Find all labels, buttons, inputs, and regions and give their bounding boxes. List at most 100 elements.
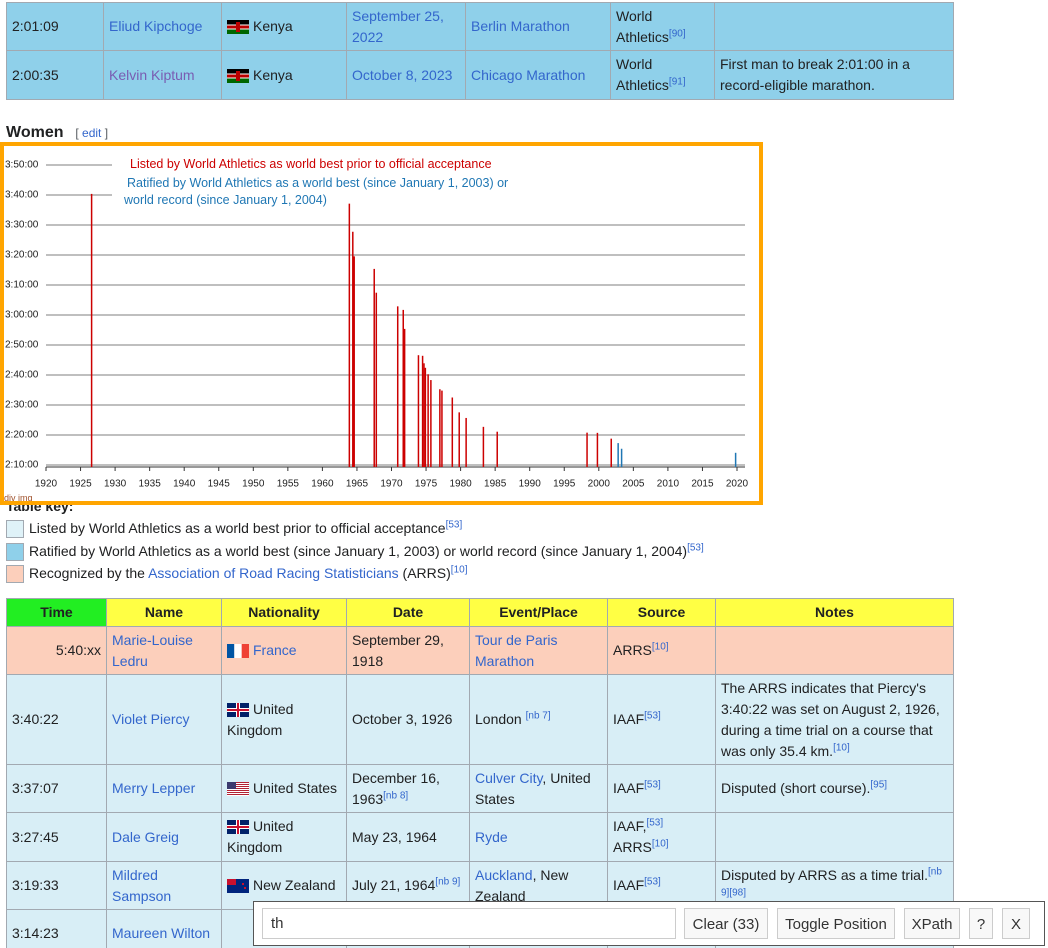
reference[interactable]: [53]	[687, 541, 704, 553]
link[interactable]: Merry Lepper	[112, 780, 196, 796]
reference[interactable]: [53]	[644, 876, 661, 888]
reference[interactable]: [91]	[668, 76, 686, 88]
reference[interactable]: [53]	[644, 779, 661, 791]
reference[interactable]: [90]	[668, 27, 686, 39]
table-cell: Kelvin Kiptum	[103, 50, 222, 100]
table-cell	[715, 812, 954, 862]
toolbar-button[interactable]: Toggle Position	[777, 908, 895, 939]
text: September 29, 1918	[352, 631, 444, 669]
bar	[439, 389, 441, 467]
bar	[596, 432, 599, 467]
x-tick-label: 1925	[69, 479, 92, 490]
link[interactable]: October 8, 2023	[352, 66, 453, 83]
toolbar-button[interactable]: XPath	[904, 908, 960, 939]
text: , United States	[475, 769, 591, 807]
text: IAAF	[613, 780, 645, 796]
inspector-toolbar: th Clear (33) Toggle Position XPath? X	[253, 901, 1045, 946]
x-tick-label: 2005	[622, 479, 645, 490]
table-key-item: Recognized by the Association of Road Ra…	[6, 563, 468, 584]
x-tick-label: 2000	[588, 479, 611, 490]
link[interactable]: September 25, 2022	[352, 7, 444, 45]
bar	[373, 268, 375, 467]
men-records-table: 2:01:09 Eliud Kipchoge Kenya September 25, …	[6, 2, 954, 100]
table-cell: IAAF,[53] ARRS[10]	[607, 812, 716, 862]
reference[interactable]: [10]	[651, 641, 669, 653]
flag-icon	[227, 20, 249, 35]
heading-title: Women	[6, 124, 64, 141]
reference[interactable]: [10]	[651, 838, 669, 850]
reference[interactable]: [nb 8]	[383, 789, 409, 801]
text: Disputed by ARRS as a time trial.	[721, 866, 928, 883]
link[interactable]: Violet Piercy	[112, 711, 190, 727]
table-cell: 2:01:09	[6, 2, 104, 51]
bar	[396, 306, 399, 467]
table-cell: Dale Greig	[106, 812, 222, 862]
key-swatch	[6, 565, 24, 584]
search-input[interactable]: th	[262, 908, 676, 939]
x-tick-label: 2020	[726, 479, 749, 490]
text: IAAF,	[613, 818, 647, 834]
edit-link[interactable]: [ edit ]	[75, 126, 108, 140]
toolbar-button[interactable]: Clear (33)	[684, 908, 768, 939]
link[interactable]: Marie-Louise Ledru	[112, 631, 193, 669]
legend-background	[112, 154, 752, 212]
inspector-label: div img	[4, 493, 33, 503]
table-cell: Kenya	[221, 50, 347, 100]
link[interactable]: France	[253, 642, 297, 658]
text: 5:40:xx	[55, 642, 101, 658]
column-header: Name	[106, 598, 222, 627]
reference[interactable]: [10]	[833, 741, 850, 753]
bar	[421, 355, 424, 467]
reference[interactable]: [53]	[445, 519, 463, 531]
reference[interactable]: [53]	[644, 710, 661, 722]
link[interactable]: Eliud Kipchoge	[109, 18, 203, 34]
bar	[353, 256, 355, 467]
toolbar-button[interactable]: X	[1002, 908, 1030, 939]
text: October 3, 1926	[352, 711, 453, 727]
x-tick-label: 1955	[277, 479, 300, 490]
x-tick-label: 1950	[242, 479, 265, 490]
link[interactable]: edit	[82, 126, 102, 140]
bar	[496, 431, 498, 467]
table-row: 3:40:22 Violet Piercy United Kingdom Octobe…	[6, 674, 954, 765]
link[interactable]: Auckland	[475, 866, 533, 883]
link[interactable]: Tour de Paris Marathon	[475, 631, 558, 669]
table-cell: Disputed (short course).[95]	[715, 764, 954, 813]
toolbar-button[interactable]: ?	[969, 908, 993, 939]
reference[interactable]: [nb 7]	[525, 710, 551, 722]
reference[interactable]: [10]	[450, 564, 468, 576]
link[interactable]: Dale Greig	[112, 828, 179, 845]
text: Recognized by the	[29, 565, 149, 581]
column-header: Date	[346, 598, 470, 627]
text: 3:40:22	[12, 711, 59, 727]
link[interactable]: Kelvin Kiptum	[109, 66, 195, 83]
x-tick-label: 1940	[173, 479, 196, 490]
x-tick-label: 1920	[35, 479, 58, 490]
link[interactable]: Ryde	[475, 828, 508, 845]
bar	[417, 355, 420, 467]
y-tick-label: 2:10:00	[5, 460, 39, 471]
y-tick-label: 2:20:00	[5, 430, 39, 441]
table-cell: London [nb 7]	[469, 674, 608, 765]
table-cell: 3:14:23	[6, 909, 107, 948]
link[interactable]: Maureen Wilton	[112, 925, 211, 941]
reference[interactable]: [nb 9]	[435, 876, 461, 888]
bar	[586, 432, 588, 467]
x-tick-label: 1930	[104, 479, 127, 490]
reference[interactable]: [nb 9][98]	[721, 865, 942, 898]
link[interactable]: Culver City	[475, 769, 543, 786]
reference[interactable]: [95]	[870, 779, 888, 791]
key-swatch	[6, 520, 24, 539]
link[interactable]: Association of Road Racing Statisticians	[148, 565, 399, 581]
table-cell: Berlin Marathon	[465, 2, 611, 51]
text: Disputed (short course).	[721, 780, 871, 796]
link[interactable]: Mildred Sampson	[112, 866, 172, 904]
link[interactable]: Chicago Marathon	[471, 66, 586, 83]
link[interactable]: Berlin Marathon	[471, 18, 570, 34]
text: Kenya	[253, 18, 293, 34]
x-tick-label: 1965	[346, 479, 369, 490]
table-cell: World Athletics[90]	[610, 2, 715, 51]
text: World Athletics	[616, 7, 669, 45]
reference[interactable]: [53]	[646, 817, 664, 829]
text: United Kingdom	[227, 818, 294, 855]
